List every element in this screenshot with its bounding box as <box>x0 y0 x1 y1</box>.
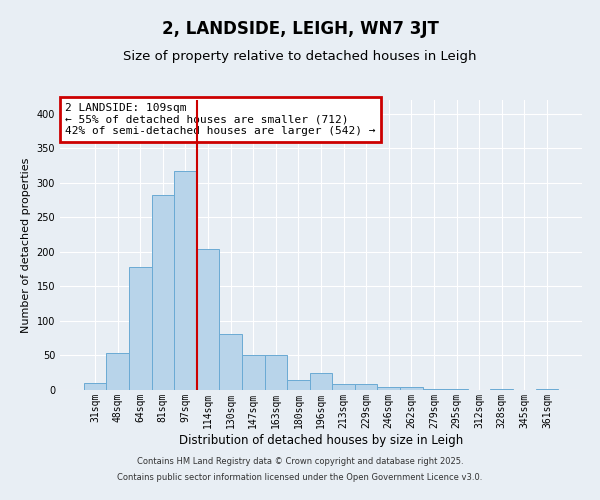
Bar <box>377 387 400 390</box>
Bar <box>220 334 242 390</box>
Bar <box>197 249 220 390</box>
Text: 2 LANDSIDE: 109sqm
← 55% of detached houses are smaller (712)
42% of semi-detach: 2 LANDSIDE: 109sqm ← 55% of detached hou… <box>65 103 376 136</box>
Bar <box>400 387 422 390</box>
Bar <box>106 352 129 390</box>
Bar <box>242 355 265 390</box>
Text: 2, LANDSIDE, LEIGH, WN7 3JT: 2, LANDSIDE, LEIGH, WN7 3JT <box>161 20 439 38</box>
X-axis label: Distribution of detached houses by size in Leigh: Distribution of detached houses by size … <box>179 434 463 446</box>
Bar <box>332 384 355 390</box>
Bar <box>129 267 152 390</box>
Bar <box>287 380 310 390</box>
Bar <box>174 171 197 390</box>
Bar <box>152 194 174 390</box>
Text: Contains HM Land Registry data © Crown copyright and database right 2025.: Contains HM Land Registry data © Crown c… <box>137 458 463 466</box>
Bar <box>265 355 287 390</box>
Text: Contains public sector information licensed under the Open Government Licence v3: Contains public sector information licen… <box>118 472 482 482</box>
Bar <box>84 383 106 390</box>
Text: Size of property relative to detached houses in Leigh: Size of property relative to detached ho… <box>123 50 477 63</box>
Y-axis label: Number of detached properties: Number of detached properties <box>21 158 31 332</box>
Bar <box>355 384 377 390</box>
Bar <box>310 374 332 390</box>
